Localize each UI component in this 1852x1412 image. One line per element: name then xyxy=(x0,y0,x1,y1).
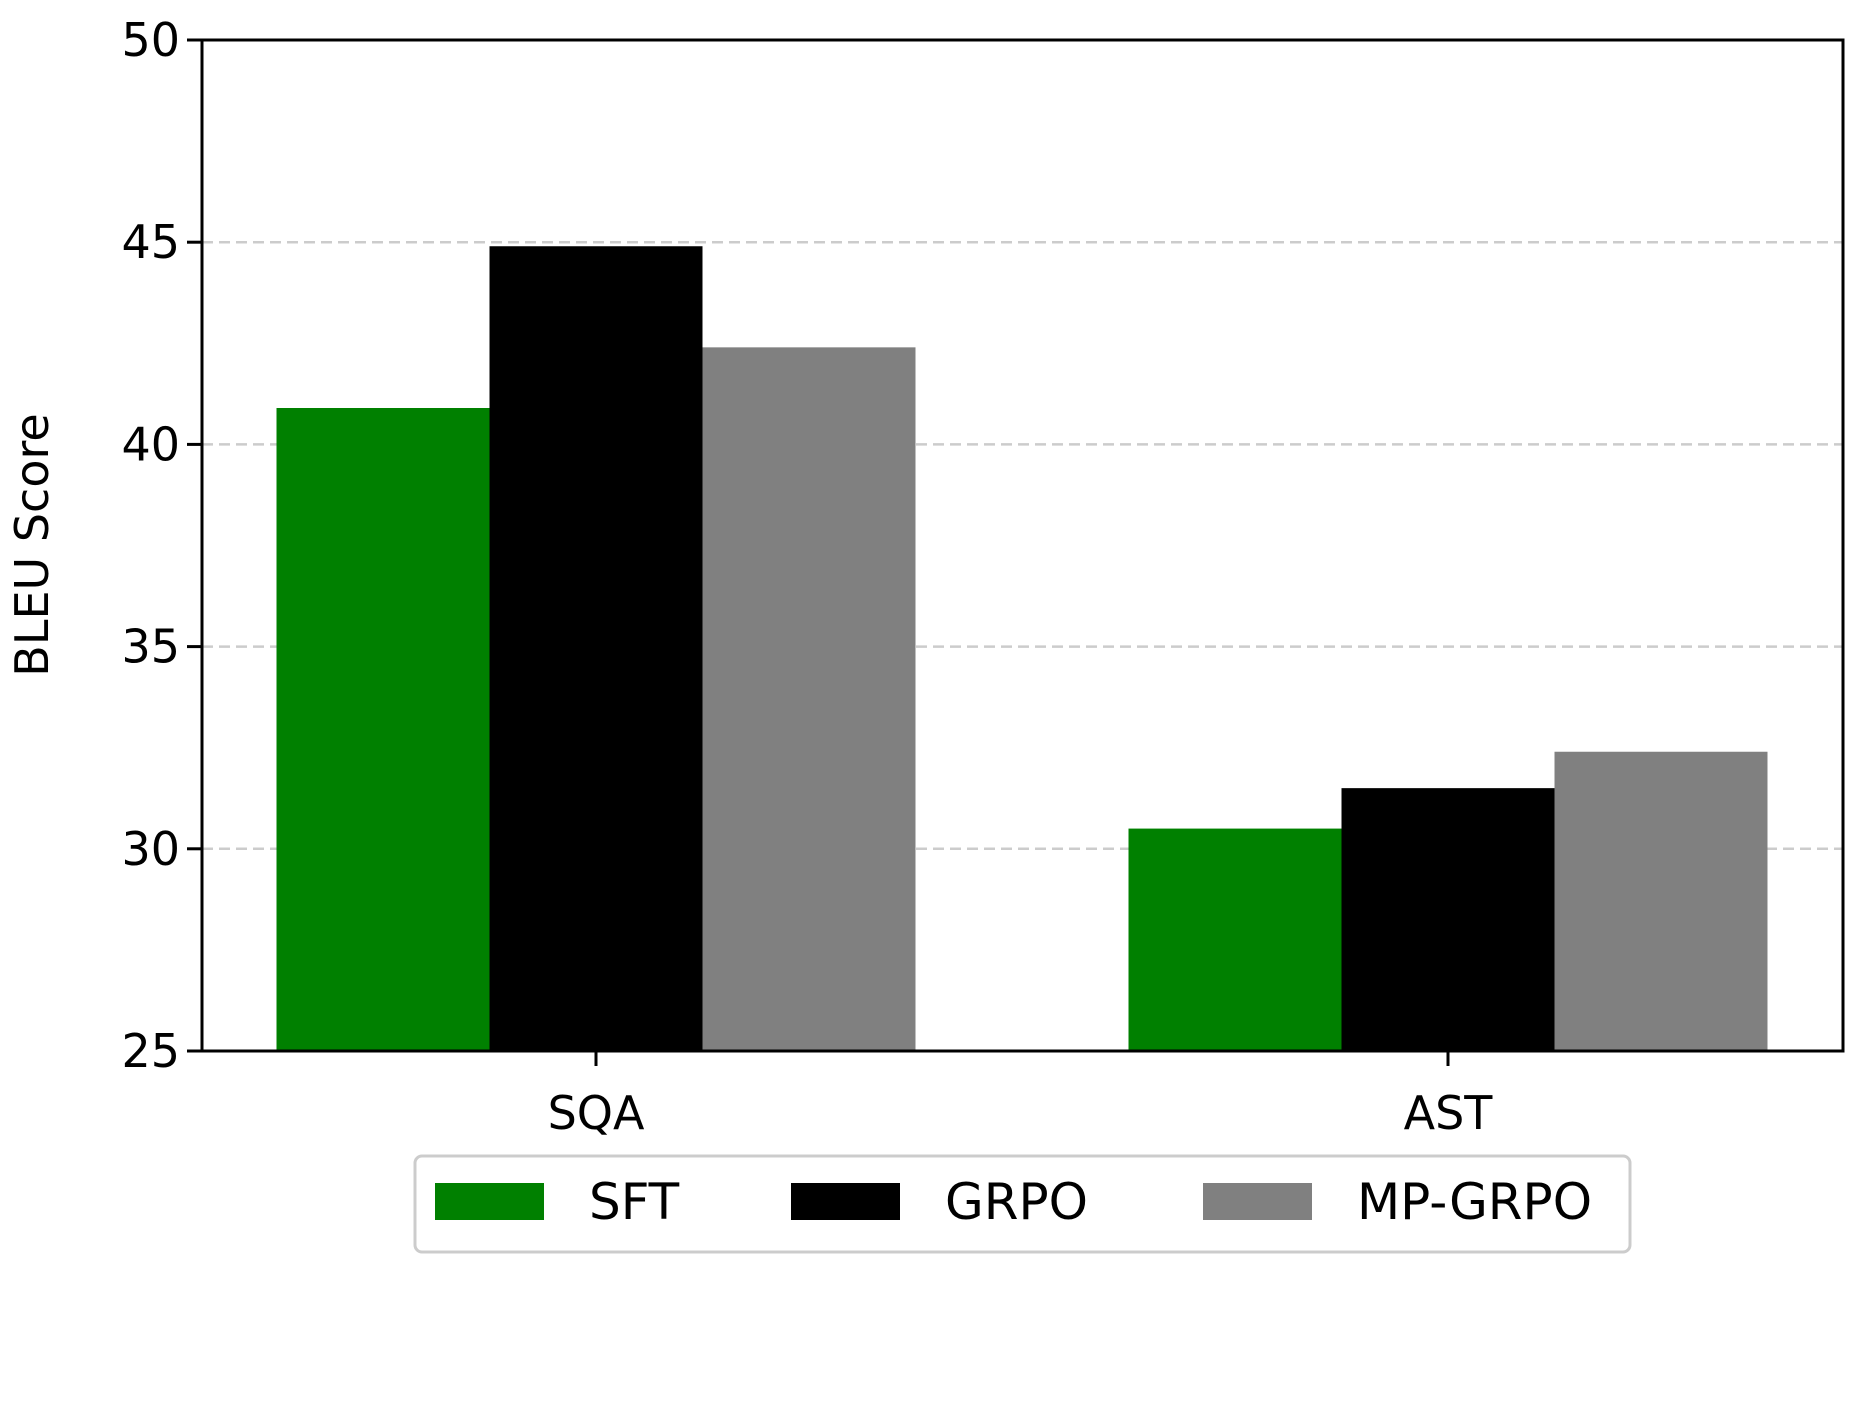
legend-swatch-sft xyxy=(435,1183,544,1220)
x-tick-label: SQA xyxy=(548,1086,645,1140)
y-tick-label: 25 xyxy=(121,1024,180,1078)
bar-grpo-sqa xyxy=(489,246,703,1051)
legend-box xyxy=(413,1154,1632,1254)
legend-swatch-grpo xyxy=(791,1183,900,1220)
y-axis: 25 30 35 40 45 50 xyxy=(121,13,202,1078)
x-axis: SQA AST xyxy=(548,1051,1494,1140)
bar-sft-sqa xyxy=(276,408,490,1051)
legend-swatch-mp-grpo xyxy=(1203,1183,1312,1220)
legend: SFT GRPO MP-GRPO xyxy=(413,1154,1632,1254)
bar-sft-ast xyxy=(1128,828,1342,1051)
bar-mp-grpo-sqa xyxy=(702,347,916,1051)
y-tick-label: 40 xyxy=(121,417,180,471)
y-tick-label: 45 xyxy=(121,215,180,269)
y-tick-label: 50 xyxy=(121,13,180,67)
legend-label-mp-grpo: MP-GRPO xyxy=(1357,1173,1592,1231)
plot-frame xyxy=(200,38,1845,1053)
x-tick-label: AST xyxy=(1404,1086,1494,1140)
legend-label-sft: SFT xyxy=(589,1173,680,1231)
bar-mp-grpo-ast xyxy=(1554,751,1768,1051)
y-tick-label: 35 xyxy=(121,620,180,674)
y-tick-label: 30 xyxy=(121,822,180,876)
y-axis-label: BLEU Score xyxy=(5,413,59,676)
bar-grpo-ast xyxy=(1341,788,1555,1051)
legend-label-grpo: GRPO xyxy=(945,1173,1088,1231)
bars xyxy=(276,246,1768,1051)
